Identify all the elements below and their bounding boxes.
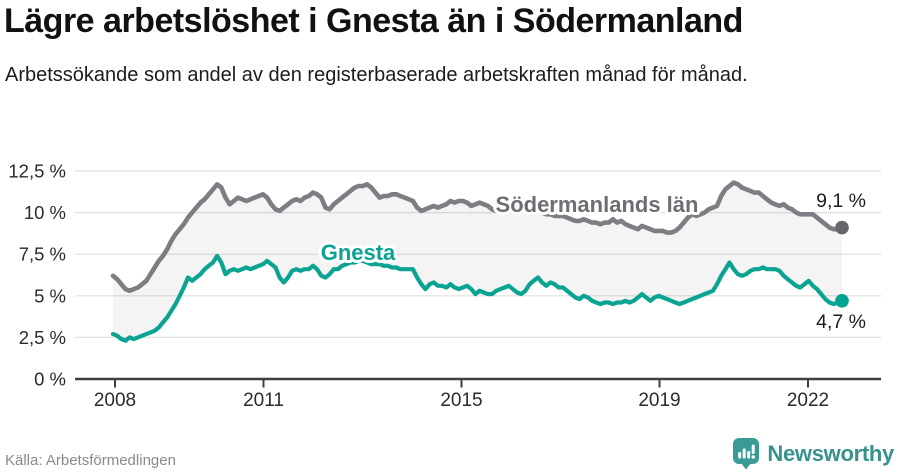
area-between-series: [113, 182, 842, 341]
series-end-dot-sodermanland: [835, 220, 849, 235]
series-line-gnesta: [110, 253, 845, 343]
newsworthy-bar-chart-icon: [733, 438, 760, 470]
y-tick-label: 7,5 %: [19, 244, 66, 265]
x-tick-label: 2011: [243, 390, 284, 411]
y-tick-label: 10 %: [24, 202, 66, 223]
series-label-sodermanland: Södermanlands län: [496, 192, 699, 217]
source-note: Källa: Arbetsförmedlingen: [5, 452, 176, 469]
newsworthy-wordmark: Newsworthy: [767, 441, 894, 466]
y-tick-label: 12,5 %: [8, 161, 66, 182]
series-line-sodermanland: [110, 180, 845, 294]
x-tick-label: 2008: [94, 390, 136, 411]
newsworthy-logo: Newsworthy: [732, 438, 894, 470]
x-tick-label: 2019: [638, 390, 680, 411]
series-end-dot-gnesta: [835, 293, 849, 308]
chart-subtitle: Arbetssökande som andel av den registerb…: [5, 64, 748, 86]
y-tick-label: 2,5 %: [19, 327, 66, 348]
y-tick-label: 0 %: [34, 369, 66, 390]
chart-title: Lägre arbetslöshet i Gnesta än i Söderma…: [4, 2, 743, 40]
x-tick-label: 2015: [440, 390, 482, 411]
y-tick-label: 5 %: [34, 285, 66, 306]
series-label-gnesta: Gnesta: [321, 240, 396, 265]
end-value-label-gnesta: 4,7 %: [816, 311, 866, 333]
end-value-label-sodermanland: 9,1 %: [816, 190, 866, 212]
x-tick-label: 2022: [787, 390, 829, 411]
